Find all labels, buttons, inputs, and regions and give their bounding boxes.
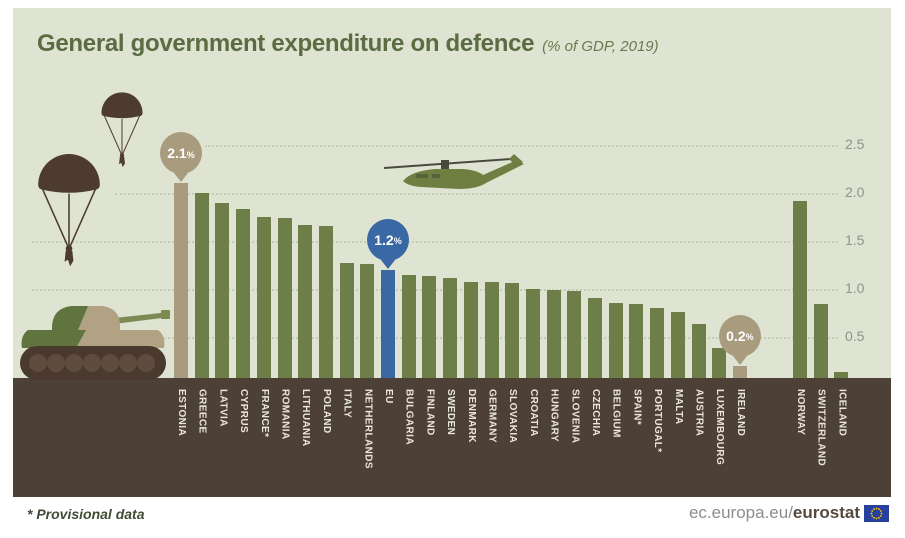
title-text: General government expenditure on defenc… — [37, 30, 535, 57]
bar — [318, 225, 333, 385]
bar — [277, 217, 292, 385]
bar — [174, 183, 188, 385]
bar — [505, 283, 520, 385]
category-label: FRANCE* — [258, 389, 270, 438]
gridline — [205, 145, 838, 147]
callout-percent-sign: % — [186, 149, 195, 160]
callout-percent-sign: % — [745, 332, 754, 343]
callout-percent-sign: % — [393, 236, 402, 247]
category-label: FINLAND — [424, 389, 436, 436]
bar — [567, 290, 582, 385]
category-label: BELGIUM — [610, 389, 622, 438]
category-label: SWEDEN — [445, 389, 457, 436]
bar — [650, 308, 665, 385]
category-label: DENMARK — [465, 389, 477, 443]
axis-tick-label: 1.5 — [845, 232, 865, 248]
category-label: GREECE — [196, 389, 208, 434]
category-label: CYPRUS — [238, 389, 250, 434]
bar — [712, 347, 727, 385]
tank-icon — [20, 306, 170, 380]
category-label: EU — [383, 389, 394, 404]
ground-band — [13, 378, 891, 497]
bar — [256, 217, 271, 385]
bar — [793, 200, 807, 385]
eu-flag-icon — [864, 504, 889, 522]
bar — [813, 304, 828, 385]
category-label: ICELAND — [836, 389, 848, 437]
category-label: AUSTRIA — [693, 389, 705, 437]
bar — [629, 304, 644, 385]
bar — [484, 282, 499, 385]
axis-tick-label: 0.5 — [845, 328, 865, 344]
helicopter-icon — [383, 154, 524, 189]
callout-value: 1.2 — [374, 231, 394, 248]
bar — [463, 282, 478, 385]
bar — [360, 264, 375, 385]
bar — [298, 224, 313, 385]
axis-tick-label: 2.5 — [845, 136, 865, 152]
category-label: SLOVAKIA — [507, 389, 519, 444]
category-label: ROMANIA — [279, 389, 291, 440]
eurostat-brand: ec.europa.eu/eurostat — [689, 503, 889, 523]
bar — [588, 297, 602, 385]
bar — [546, 289, 561, 385]
category-label: LITHUANIA — [300, 389, 312, 447]
category-label: CZECHIA — [590, 389, 601, 437]
callout-bubble: 2.1% — [160, 132, 202, 175]
category-label: IRELAND — [734, 389, 746, 437]
category-label: MALTA — [672, 389, 684, 425]
axis-tick-label: 2.0 — [845, 184, 865, 200]
category-label: PORTUGAL* — [652, 389, 664, 453]
gridline — [32, 241, 838, 243]
callout-bubble: 0.2% — [718, 314, 761, 357]
bar — [215, 202, 230, 385]
bar — [339, 263, 354, 385]
category-label: NORWAY — [795, 389, 806, 436]
bar — [525, 289, 540, 385]
bar — [194, 193, 209, 385]
category-label: ITALY — [341, 389, 353, 419]
parachutist-icon — [38, 154, 100, 267]
bar — [236, 209, 251, 385]
category-label: LUXEMBOURG — [714, 389, 726, 466]
callout-value: 2.1 — [167, 145, 187, 162]
callout-bubble: 1.2% — [367, 218, 409, 261]
parachutist-icon — [101, 92, 143, 168]
footnote-provisional: * Provisional data — [27, 506, 145, 522]
brand-eurostat: eurostat — [792, 503, 860, 522]
bar — [443, 278, 458, 385]
bar — [608, 303, 623, 385]
brand-url-prefix: ec.europa.eu/ — [688, 503, 793, 522]
axis-tick-label: 1.0 — [845, 280, 865, 296]
category-label: HUNGARY — [548, 389, 560, 442]
category-label: POLAND — [320, 389, 332, 434]
bar — [670, 312, 685, 385]
page-title: General government expenditure on defenc… — [37, 22, 659, 59]
title-subtitle: (% of GDP, 2019) — [542, 38, 659, 55]
bar — [401, 274, 416, 385]
category-label: SPAIN* — [631, 389, 643, 426]
category-label: CROATIA — [527, 389, 539, 437]
category-label: SLOVENIA — [569, 389, 581, 444]
category-label: LATVIA — [217, 389, 229, 427]
callout-value: 0.2 — [726, 327, 746, 344]
gridline — [115, 193, 838, 195]
category-label: GERMANY — [486, 389, 498, 443]
category-label: SWITZERLAND — [815, 389, 827, 467]
category-label: ESTONIA — [176, 389, 187, 437]
bar — [381, 269, 395, 385]
category-label: NETHERLANDS — [362, 389, 374, 469]
bar — [422, 275, 437, 385]
bar — [691, 323, 706, 385]
category-label: BULGARIA — [403, 389, 415, 445]
